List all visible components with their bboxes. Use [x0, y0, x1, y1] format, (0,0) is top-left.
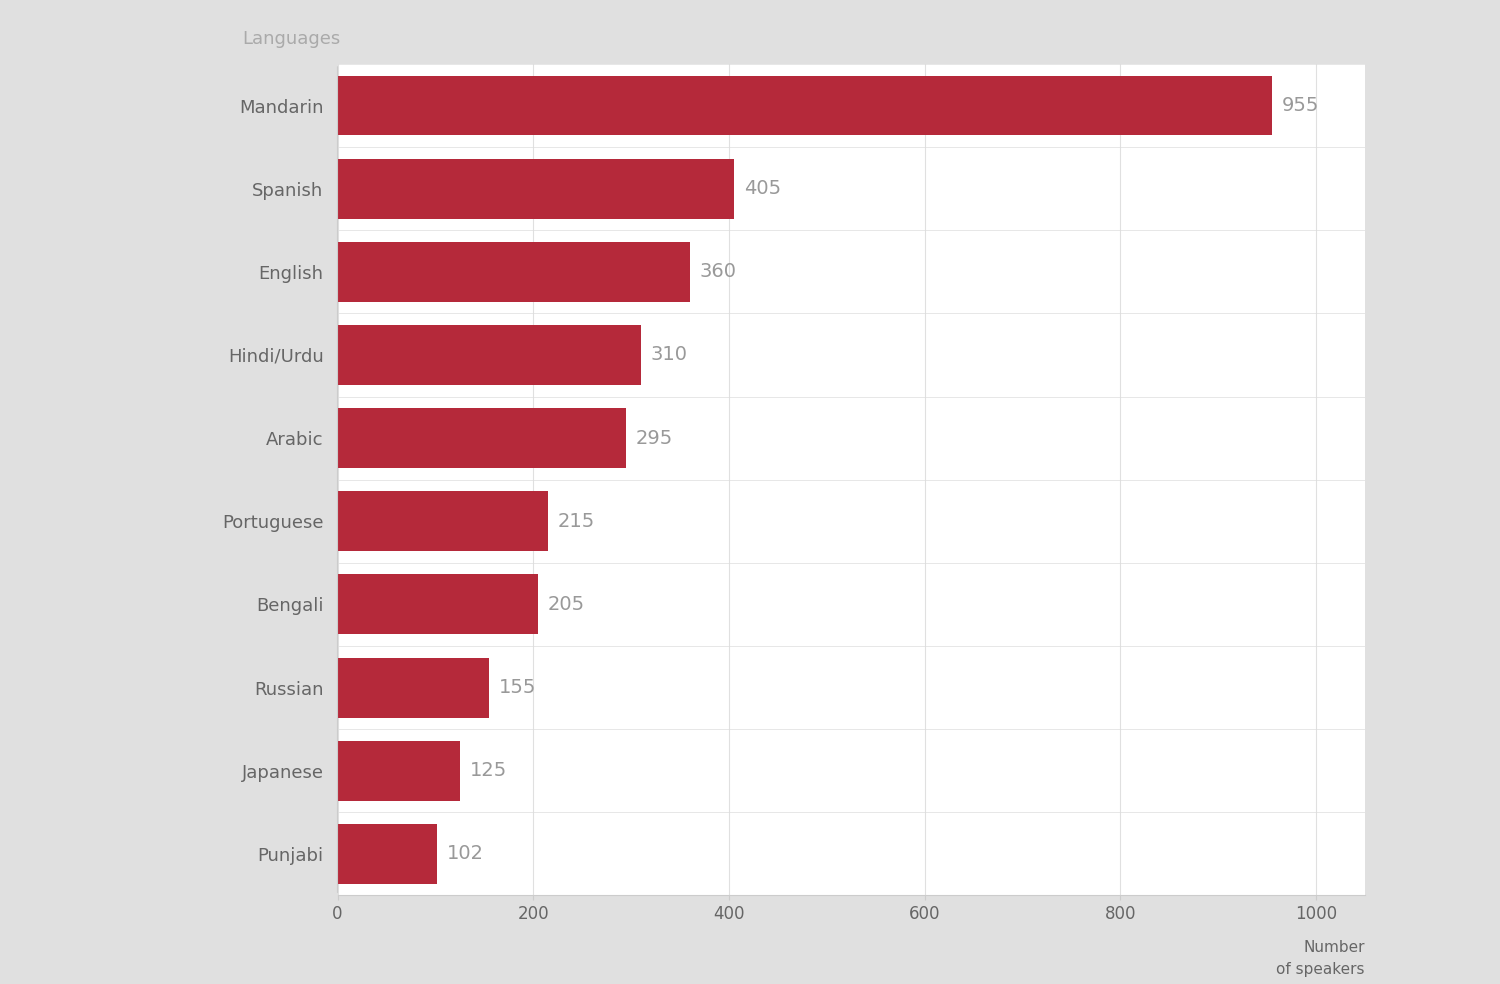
Text: 102: 102: [447, 844, 485, 863]
Text: 955: 955: [1282, 96, 1318, 115]
Bar: [338, 575, 538, 635]
Text: 155: 155: [500, 678, 537, 697]
Text: 310: 310: [651, 345, 687, 364]
Text: 360: 360: [699, 263, 736, 281]
Bar: [338, 824, 438, 884]
Bar: [338, 325, 640, 385]
Bar: [338, 76, 1272, 136]
Text: 295: 295: [636, 429, 674, 448]
Text: 205: 205: [548, 595, 585, 614]
Text: 125: 125: [470, 762, 507, 780]
Bar: [338, 158, 734, 218]
Bar: [338, 741, 460, 801]
Bar: [338, 242, 690, 302]
Bar: [338, 408, 626, 468]
X-axis label: Number
of speakers
(millions): Number of speakers (millions): [1276, 940, 1365, 984]
Text: Languages: Languages: [243, 30, 340, 47]
Bar: [338, 491, 548, 551]
Text: 405: 405: [744, 179, 780, 198]
Text: 215: 215: [558, 512, 596, 530]
Bar: [338, 657, 489, 717]
